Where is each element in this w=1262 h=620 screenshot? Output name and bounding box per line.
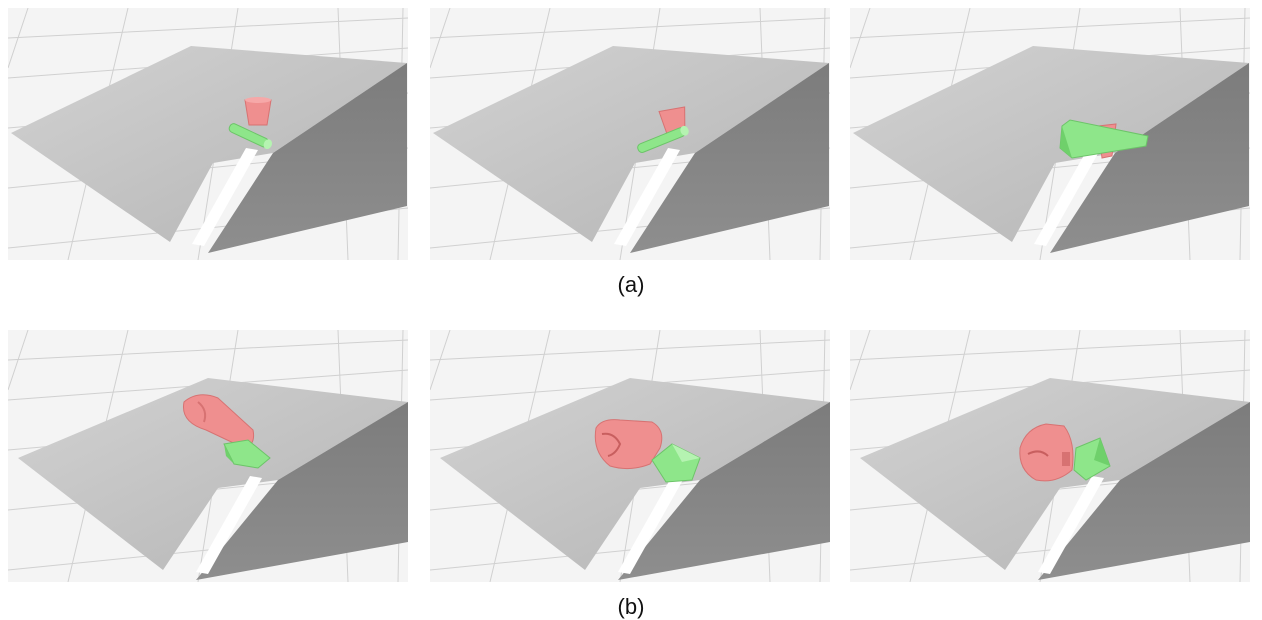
- scene-render: [850, 330, 1250, 582]
- scene-render: [430, 330, 830, 582]
- ramp-gap: [1034, 148, 1100, 246]
- scene-render: [850, 8, 1250, 260]
- panel-b2: [430, 330, 830, 582]
- scene-render: [8, 330, 408, 582]
- green-cylinder: [228, 123, 273, 150]
- ramp-gap: [196, 476, 262, 574]
- panel-b3: [850, 330, 1250, 582]
- red-mug: [594, 419, 663, 470]
- ramp-side-face: [618, 402, 830, 580]
- panel-a3: [850, 8, 1250, 260]
- ramp-side-face: [208, 63, 407, 253]
- ramp-side-face: [1050, 63, 1249, 253]
- ramp-top-surface: [433, 46, 829, 242]
- ramp-top-surface: [11, 46, 407, 242]
- ramp-side-face: [1038, 402, 1250, 580]
- scene-render: [430, 8, 830, 260]
- caption-b: (b): [617, 594, 645, 619]
- green-cylinder: [637, 125, 689, 153]
- panel-b1: [8, 330, 408, 582]
- panel-a1: [8, 8, 408, 260]
- caption-a: (a): [617, 272, 645, 297]
- ramp-top-surface: [853, 46, 1249, 242]
- green-block: [1073, 437, 1111, 481]
- ramp-side-face: [630, 63, 829, 253]
- scene-render: [8, 8, 408, 260]
- green-block: [651, 443, 701, 483]
- panel-a2: [430, 8, 830, 260]
- ramp-gap: [192, 148, 258, 246]
- red-mug: [182, 394, 255, 449]
- green-block: [223, 439, 271, 469]
- ramp-side-face: [196, 402, 408, 580]
- green-cone: [1059, 119, 1149, 159]
- red-mug: [1019, 423, 1074, 482]
- ramp-gap: [614, 148, 680, 246]
- ramp-gap: [1038, 476, 1104, 574]
- ramp-gap: [618, 476, 684, 574]
- ramp-top-surface: [18, 378, 408, 570]
- ramp-top-surface: [440, 378, 830, 570]
- red-cup: [244, 97, 272, 126]
